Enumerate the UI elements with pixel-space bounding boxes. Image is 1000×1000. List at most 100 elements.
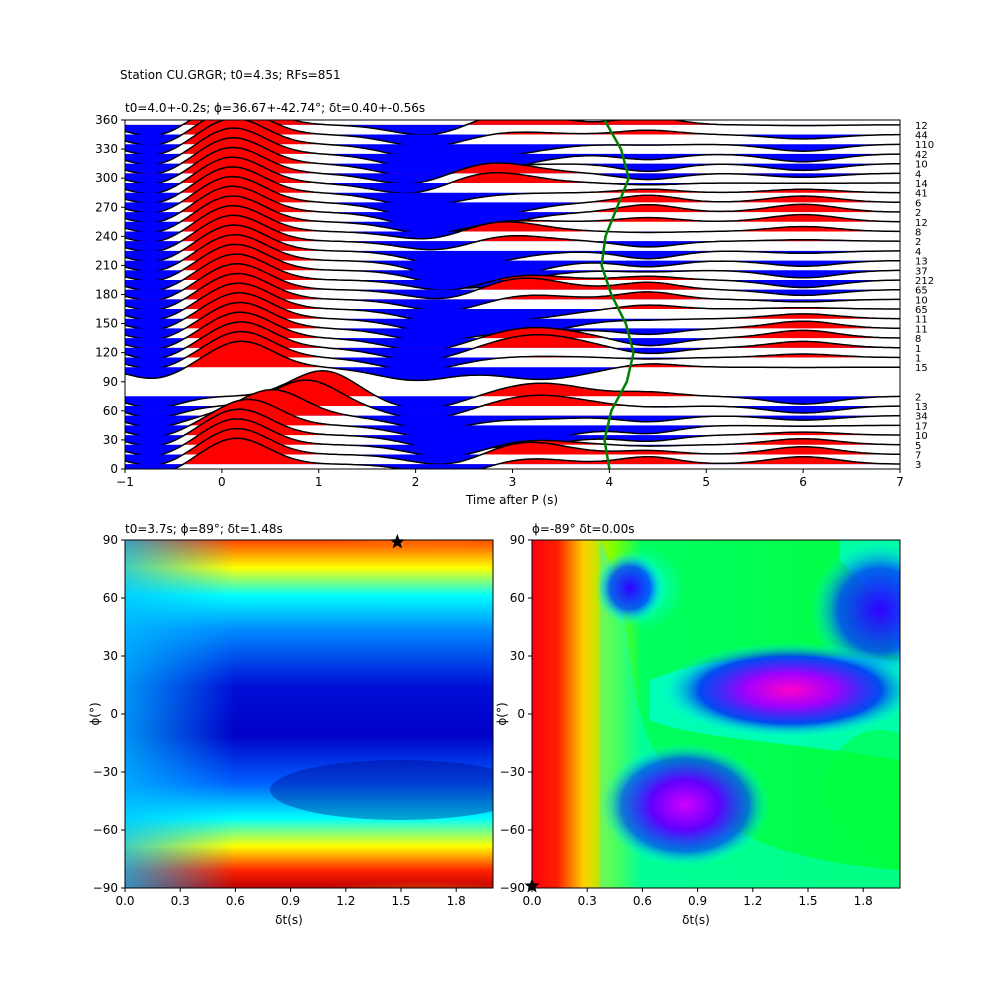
trace-negative-fill [125, 173, 900, 184]
heatmap-x-tick-label: 0.9 [281, 894, 300, 908]
top-y-tick-label: 270 [95, 200, 118, 214]
top-y-tick-label: 0 [110, 462, 118, 476]
trace-count-label: 4 [915, 247, 921, 258]
trace-count-label: 5 [915, 441, 921, 452]
heatmap-y-tick-label: 0 [110, 707, 118, 721]
heatmap-x-tick-label: 1.5 [798, 894, 817, 908]
top-x-tick-label: 5 [702, 475, 710, 489]
heatmap-x-tick-label: 0.0 [522, 894, 541, 908]
trace-negative-fill [125, 415, 900, 429]
trace-count-label: 4 [915, 169, 921, 180]
trace-negative-fill [125, 134, 900, 147]
trace-negative-fill [125, 425, 900, 441]
trace-count-label: 11 [915, 315, 928, 326]
trace-positive-fill [125, 321, 900, 348]
trace-line [125, 120, 900, 137]
right-heatmap [532, 540, 900, 888]
heatmap-y-tick-label: 90 [510, 533, 525, 547]
trace-count-label: 15 [915, 363, 928, 374]
trace-line [125, 166, 900, 207]
top-x-tick-label: 4 [606, 475, 614, 489]
trace-positive-fill [125, 341, 900, 368]
trace-positive-fill [125, 312, 900, 339]
right-best-fit-star-icon [524, 878, 540, 893]
top-y-tick-label: 210 [95, 258, 118, 272]
heatmap-x-tick-label: 0.3 [171, 894, 190, 908]
trace-positive-fill [125, 302, 900, 329]
top-y-tick-label: 30 [103, 433, 118, 447]
heatmap-y-tick-label: 0 [517, 707, 525, 721]
trace-count-label: 1 [915, 354, 921, 365]
trace-count-label: 10 [915, 295, 928, 306]
top-y-tick-label: 240 [95, 229, 118, 243]
left-best-fit-star-icon [389, 533, 405, 549]
trace-line [125, 263, 900, 302]
top-y-tick-label: 180 [95, 288, 118, 302]
heatmap-x-tick-label: 1.2 [743, 894, 762, 908]
figure-suptitle: Station CU.GRGR; t0=4.3s; RFs=851 [120, 68, 341, 82]
trace-line [125, 214, 900, 253]
heatmap-y-tick-label: −90 [500, 881, 525, 895]
heatmap-x-tick-label: 1.8 [854, 894, 873, 908]
trace-plot-area [125, 120, 900, 469]
heatmap-x-tick-label: 0.0 [115, 894, 134, 908]
heatmap-y-tick-label: −90 [93, 881, 118, 895]
heatmap-y-tick-label: 60 [103, 591, 118, 605]
trace-negative-fill [125, 405, 900, 419]
top-x-axis: −1 0 1 2 3 4 5 6 7 [116, 469, 904, 489]
left-y-axis: −90 −60 −30 0 30 60 90 [93, 533, 125, 895]
trace-line [125, 330, 900, 372]
trace-positive-fill [125, 120, 900, 125]
trace-count-label: 2 [915, 392, 921, 403]
trace-count-label: 37 [915, 266, 928, 277]
trace-line [125, 388, 900, 430]
heatmap-x-tick-label: 1.5 [391, 894, 410, 908]
heatmap-x-tick-label: 1.2 [336, 894, 355, 908]
trace-count-label: 11 [915, 324, 928, 335]
trace-negative-fill [125, 144, 900, 161]
trace-line [125, 224, 900, 269]
trace-count-label: 1 [915, 344, 921, 355]
trace-positive-fill [125, 380, 900, 406]
right-x-axis-label: δt(s) [682, 913, 710, 927]
star-icon [389, 533, 405, 549]
trace-line [172, 437, 900, 469]
top-y-tick-label: 150 [95, 317, 118, 331]
receiver-function-panel: t0=4.0+-0.2s; ϕ=36.67+-42.74°; δt=0.40+-… [95, 101, 934, 507]
trace-negative-fill [125, 279, 900, 291]
trace-count-label: 8 [915, 334, 921, 345]
trace-count-label: 212 [915, 276, 934, 287]
trace-count-label: 13 [915, 257, 928, 268]
trace-negative-fill [125, 153, 900, 172]
trace-count-label: 12 [915, 218, 928, 229]
trace-positive-fill [125, 389, 900, 416]
trace-count-label: 13 [915, 402, 928, 413]
trace-line [125, 146, 900, 185]
top-x-tick-label: 6 [799, 475, 807, 489]
heatmap-y-tick-label: −60 [93, 823, 118, 837]
cross-correlation-panel: ϕ=-89° δt=0.00s 0.0 0.3 0.6 0.9 1.2 1.5 1.8 −9… [495, 522, 901, 927]
heatmap-x-tick-label: 0.6 [226, 894, 245, 908]
trace-negative-fill [125, 396, 900, 409]
top-x-tick-label: 2 [412, 475, 420, 489]
top-x-axis-label: Time after P (s) [465, 493, 558, 507]
trace-line [125, 321, 900, 362]
left-x-axis: 0.0 0.3 0.6 0.9 1.2 1.5 1.8 [115, 888, 466, 908]
heatmap-x-tick-label: 0.3 [578, 894, 597, 908]
heatmap-y-tick-label: 30 [510, 649, 525, 663]
heatmap-y-tick-label: −30 [93, 765, 118, 779]
top-x-tick-label: −1 [116, 475, 134, 489]
t0-curve [600, 120, 635, 469]
right-y-axis: −90 −60 −30 0 30 60 90 [500, 533, 532, 895]
trace-negative-fill [125, 289, 900, 301]
left-heatmap [125, 540, 493, 888]
trace-count-label: 2 [915, 237, 921, 248]
trace-count-label: 12 [915, 121, 928, 132]
top-x-tick-label: 1 [315, 475, 323, 489]
trace-count-label: 65 [915, 286, 928, 297]
trace-count-label: 17 [915, 421, 928, 432]
trace-count-label: 44 [915, 131, 928, 142]
top-y-tick-label: 300 [95, 171, 118, 185]
trace-count-label: 6 [915, 198, 921, 209]
